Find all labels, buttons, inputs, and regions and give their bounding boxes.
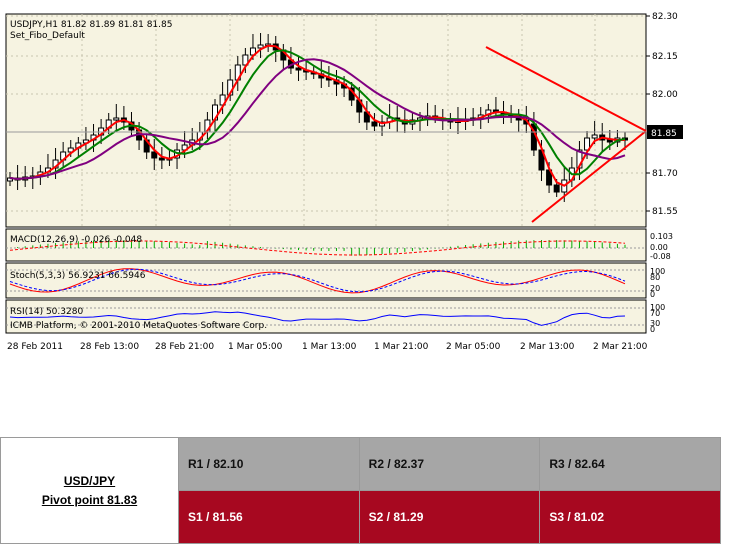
stoch-panel xyxy=(5,262,647,299)
rsi-axis: 100 70 30 0 xyxy=(650,303,665,334)
time-tick: 28 Feb 2011 xyxy=(7,342,63,352)
current-price-label: 81.85 xyxy=(651,129,677,139)
time-tick: 1 Mar 21:00 xyxy=(374,342,429,352)
stoch-tick: 80 xyxy=(650,273,660,282)
time-axis: 28 Feb 2011 28 Feb 13:00 28 Feb 21:00 1 … xyxy=(7,342,648,352)
support-3: S3 / 81.02 xyxy=(539,490,721,544)
macd-indicator xyxy=(6,240,646,256)
price-chart[interactable]: USDJPY,H1 81.82 81.89 81.81 81.85 Set_Fi… xyxy=(0,0,731,360)
time-tick: 2 Mar 21:00 xyxy=(593,342,648,352)
time-tick: 1 Mar 13:00 xyxy=(302,342,357,352)
stoch-signal-line xyxy=(9,268,626,293)
copyright-text: ICMB Platform, © 2001-2010 MetaQuotes So… xyxy=(10,321,267,331)
rsi-tick: 100 xyxy=(650,303,665,312)
moving-average-line xyxy=(9,49,626,181)
candle-body xyxy=(295,67,302,71)
support-1: S1 / 81.56 xyxy=(178,490,360,544)
resistance-1: R1 / 82.10 xyxy=(178,437,360,491)
macd-axis: 0.103 0.00 -0.08 xyxy=(650,232,673,261)
time-tick: 2 Mar 05:00 xyxy=(446,342,501,352)
macd-signal-line xyxy=(9,240,626,256)
stoch-tick: 0 xyxy=(650,290,655,299)
pair-cell: USD/JPY Pivot point 81.83 xyxy=(0,437,179,544)
candle-body xyxy=(257,44,264,49)
stoch-label: Stoch(5,3,3) 56.9231 66.5946 xyxy=(10,271,146,281)
candle-body xyxy=(242,54,249,66)
chart-header-symbol: USDJPY,H1 81.82 81.89 81.81 81.85 xyxy=(10,20,172,30)
resistance-2: R2 / 82.37 xyxy=(358,437,541,491)
candle-body xyxy=(151,151,158,159)
price-tick: 82.30 xyxy=(652,12,678,22)
moving-average-line xyxy=(9,58,626,181)
support-2: S2 / 81.29 xyxy=(358,490,541,544)
moving-averages xyxy=(9,44,626,187)
macd-tick: 0.00 xyxy=(650,243,668,252)
main-panel xyxy=(5,13,647,228)
rsi-tick: 70 xyxy=(650,309,660,318)
pair-name[interactable]: USD/JPY xyxy=(63,473,116,488)
macd-tick: 0.103 xyxy=(650,232,673,241)
candle-body xyxy=(113,117,120,121)
macd-panel xyxy=(5,228,647,262)
upper-trendline xyxy=(485,46,647,132)
price-tick: 82.00 xyxy=(652,90,678,100)
candle-body xyxy=(584,137,591,151)
price-tick: 81.70 xyxy=(652,169,678,179)
rsi-tick: 30 xyxy=(650,319,660,328)
rsi-label: RSI(14) 50.3280 xyxy=(10,307,83,317)
chart-header-template: Set_Fibo_Default xyxy=(10,31,85,41)
current-price-badge xyxy=(647,125,683,139)
rsi-line xyxy=(9,311,626,326)
rsi-indicator xyxy=(6,307,646,326)
time-tick: 28 Feb 13:00 xyxy=(80,342,139,352)
time-tick: 28 Feb 21:00 xyxy=(155,342,214,352)
resistance-3: R3 / 82.64 xyxy=(539,437,721,491)
time-tick: 1 Mar 05:00 xyxy=(228,342,283,352)
stoch-tick: 100 xyxy=(650,267,665,276)
price-tick: 81.55 xyxy=(652,207,678,217)
moving-average-line xyxy=(9,44,625,187)
stochastic-indicator xyxy=(6,268,646,294)
time-tick: 2 Mar 13:00 xyxy=(520,342,575,352)
price-axis: 82.30 82.15 82.00 81.70 81.55 xyxy=(646,12,678,217)
rsi-panel xyxy=(5,299,647,334)
candle-body xyxy=(67,147,74,153)
stoch-tick: 20 xyxy=(650,284,660,293)
pivot-table: USD/JPY Pivot point 81.83 R1 / 82.10 R2 … xyxy=(0,437,721,544)
macd-label: MACD(12,26,9) -0.026 -0.048 xyxy=(10,235,142,245)
triangle-trendlines xyxy=(485,46,647,223)
candle-body xyxy=(371,121,378,127)
lower-trendline xyxy=(531,130,647,223)
candle-body xyxy=(606,139,613,143)
price-tick: 82.15 xyxy=(652,52,678,62)
pivot-point[interactable]: Pivot point 81.83 xyxy=(41,492,138,507)
macd-tick: -0.08 xyxy=(650,252,671,261)
stoch-axis: 100 80 20 0 xyxy=(650,267,665,299)
candle-body xyxy=(591,134,598,139)
rsi-tick: 0 xyxy=(650,325,655,334)
candle-body xyxy=(158,157,165,161)
candle-body xyxy=(553,184,560,193)
